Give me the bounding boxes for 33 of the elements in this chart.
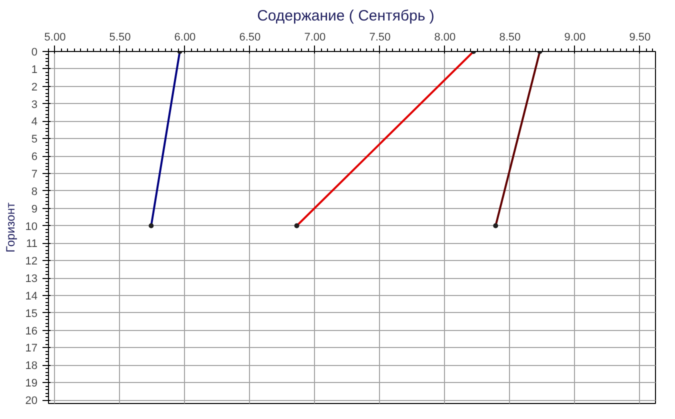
y-tick-label: 7	[31, 168, 38, 180]
y-tick-label: 5	[31, 134, 38, 146]
x-tick-label: 8.00	[434, 32, 456, 44]
x-tick-label: 5.50	[109, 32, 131, 44]
x-tick-label: 7.50	[369, 32, 391, 44]
y-tick-label: 2	[31, 81, 38, 94]
y-tick-label: 8	[31, 186, 38, 198]
x-tick-label: 6.00	[174, 32, 196, 44]
y-tick-label: 6	[31, 151, 38, 164]
y-tick-label: 15	[25, 308, 38, 320]
y-tick-label: 10	[25, 220, 38, 233]
y-tick-label: 20	[25, 395, 38, 408]
y-tick-label: 19	[25, 378, 38, 390]
y-tick-label: 11	[26, 238, 38, 250]
x-tick-label: 9.00	[564, 32, 586, 44]
y-tick-label: 17	[25, 342, 38, 355]
y-tick-label: 12	[25, 256, 38, 268]
y-tick-label: 14	[25, 290, 38, 302]
x-tick-label: 9.50	[629, 32, 651, 44]
y-tick-label: 4	[31, 116, 38, 128]
y-axis-title: Горизонт	[3, 202, 18, 252]
chart-title: Содержание ( Сентябрь )	[257, 8, 434, 24]
y-tick-label: 1	[31, 64, 38, 76]
x-tick-label: 6.50	[239, 32, 261, 44]
y-tick-label: 13	[25, 273, 38, 286]
x-tick-label: 5.00	[44, 32, 66, 44]
y-tick-label: 16	[25, 325, 38, 338]
y-tick-label: 9	[31, 203, 38, 216]
x-tick-label: 8.50	[499, 32, 521, 44]
y-tick-label: 0	[31, 46, 38, 58]
y-tick-label: 18	[25, 360, 38, 372]
x-tick-label: 7.00	[304, 32, 326, 44]
y-tick-label: 3	[31, 98, 38, 111]
